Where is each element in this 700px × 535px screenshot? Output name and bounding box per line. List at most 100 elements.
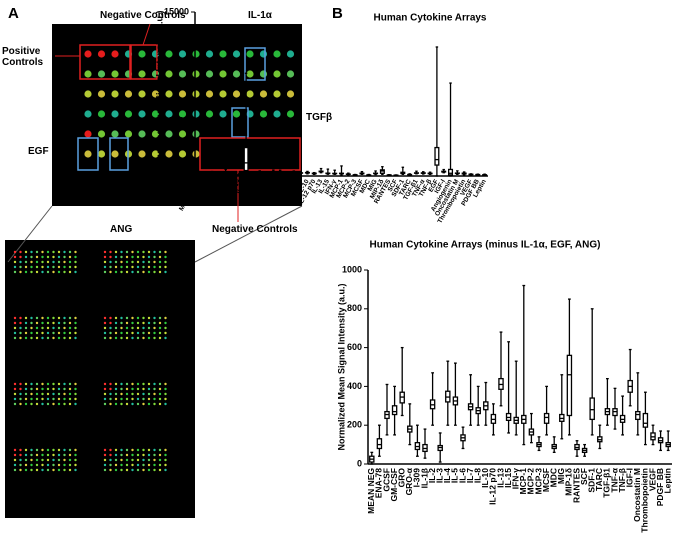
spot bbox=[136, 453, 140, 457]
spot bbox=[30, 387, 33, 391]
x-tick-label: MCP-3 bbox=[533, 468, 543, 495]
spot bbox=[52, 453, 55, 457]
spot bbox=[131, 463, 134, 467]
spot bbox=[19, 255, 22, 259]
spot bbox=[114, 382, 118, 386]
annotation: ANG bbox=[110, 224, 133, 235]
spot bbox=[120, 260, 123, 264]
x-tick-label: IFN-γ bbox=[510, 468, 520, 490]
spot bbox=[259, 90, 268, 98]
spot bbox=[24, 453, 28, 457]
spot bbox=[68, 250, 72, 254]
spot bbox=[52, 250, 55, 254]
spot bbox=[158, 270, 162, 274]
x-tick-label: ENA-78 bbox=[374, 468, 384, 499]
spot bbox=[125, 260, 129, 264]
spot bbox=[178, 50, 187, 58]
annotation: Negative Controls bbox=[212, 224, 298, 235]
spot bbox=[57, 402, 61, 406]
spot bbox=[13, 255, 17, 259]
annotation: IL-1α bbox=[248, 10, 272, 21]
spot bbox=[125, 463, 129, 467]
spot bbox=[147, 397, 151, 401]
spot bbox=[41, 336, 44, 340]
spot bbox=[63, 392, 66, 396]
spot bbox=[114, 463, 118, 467]
spot bbox=[13, 387, 17, 391]
spot bbox=[109, 448, 112, 452]
spot bbox=[125, 387, 129, 391]
box bbox=[243, 146, 249, 172]
spot bbox=[205, 70, 214, 78]
spot bbox=[259, 70, 268, 78]
spot bbox=[232, 110, 241, 118]
spot bbox=[158, 316, 162, 320]
highlight-box bbox=[77, 137, 99, 171]
spot bbox=[120, 392, 123, 396]
spot bbox=[164, 331, 167, 335]
panel-label: B bbox=[332, 5, 343, 22]
spot bbox=[13, 336, 17, 340]
x-tick-label: GM-CSF bbox=[389, 468, 399, 502]
spot bbox=[142, 331, 145, 335]
spot bbox=[114, 270, 118, 274]
spot bbox=[114, 255, 118, 259]
spot bbox=[74, 402, 77, 406]
x-tick-label: Thrombopoietin bbox=[640, 468, 650, 533]
spot bbox=[24, 382, 28, 386]
spot bbox=[142, 270, 145, 274]
spot bbox=[63, 382, 66, 386]
highlight-box bbox=[231, 107, 249, 138]
annotation: Positive Controls bbox=[2, 46, 44, 68]
spot bbox=[30, 458, 33, 462]
spot bbox=[142, 336, 145, 340]
spot bbox=[103, 402, 107, 406]
spot bbox=[165, 150, 173, 158]
spot bbox=[136, 316, 140, 320]
spot bbox=[153, 270, 156, 274]
spot bbox=[153, 265, 156, 269]
spot bbox=[41, 463, 44, 467]
highlight-box bbox=[199, 137, 301, 171]
spot bbox=[74, 397, 77, 401]
spot bbox=[19, 387, 22, 391]
spot bbox=[52, 458, 55, 462]
spot bbox=[24, 463, 28, 467]
spot bbox=[131, 453, 134, 457]
spot bbox=[19, 458, 22, 462]
x-tick-label: SCF bbox=[579, 468, 589, 485]
spot bbox=[52, 326, 55, 330]
spot bbox=[158, 387, 162, 391]
spot bbox=[63, 387, 66, 391]
spot bbox=[120, 382, 123, 386]
spot bbox=[142, 321, 145, 325]
y-tick-label: 15000 bbox=[164, 6, 189, 16]
spot bbox=[114, 321, 118, 325]
spot bbox=[30, 326, 33, 330]
spot bbox=[120, 265, 123, 269]
x-tick-label: MIG bbox=[556, 468, 566, 484]
spot bbox=[52, 468, 55, 472]
spot bbox=[19, 316, 22, 320]
spot bbox=[41, 326, 44, 330]
spot bbox=[103, 265, 107, 269]
spot bbox=[192, 50, 200, 58]
spot bbox=[24, 458, 28, 462]
zoom-line bbox=[194, 205, 303, 263]
spot bbox=[24, 265, 28, 269]
spot bbox=[35, 336, 39, 340]
spot bbox=[41, 255, 44, 259]
spot bbox=[68, 321, 72, 325]
highlight-box bbox=[130, 44, 158, 80]
spot bbox=[74, 260, 77, 264]
spot bbox=[46, 260, 50, 264]
spot bbox=[84, 70, 92, 78]
spot bbox=[68, 265, 72, 269]
spot bbox=[114, 336, 118, 340]
spot bbox=[103, 382, 107, 386]
spot bbox=[24, 331, 28, 335]
spot bbox=[153, 387, 156, 391]
x-tick-label: IL-8 bbox=[472, 468, 482, 483]
spot bbox=[68, 387, 72, 391]
spot bbox=[57, 255, 61, 259]
